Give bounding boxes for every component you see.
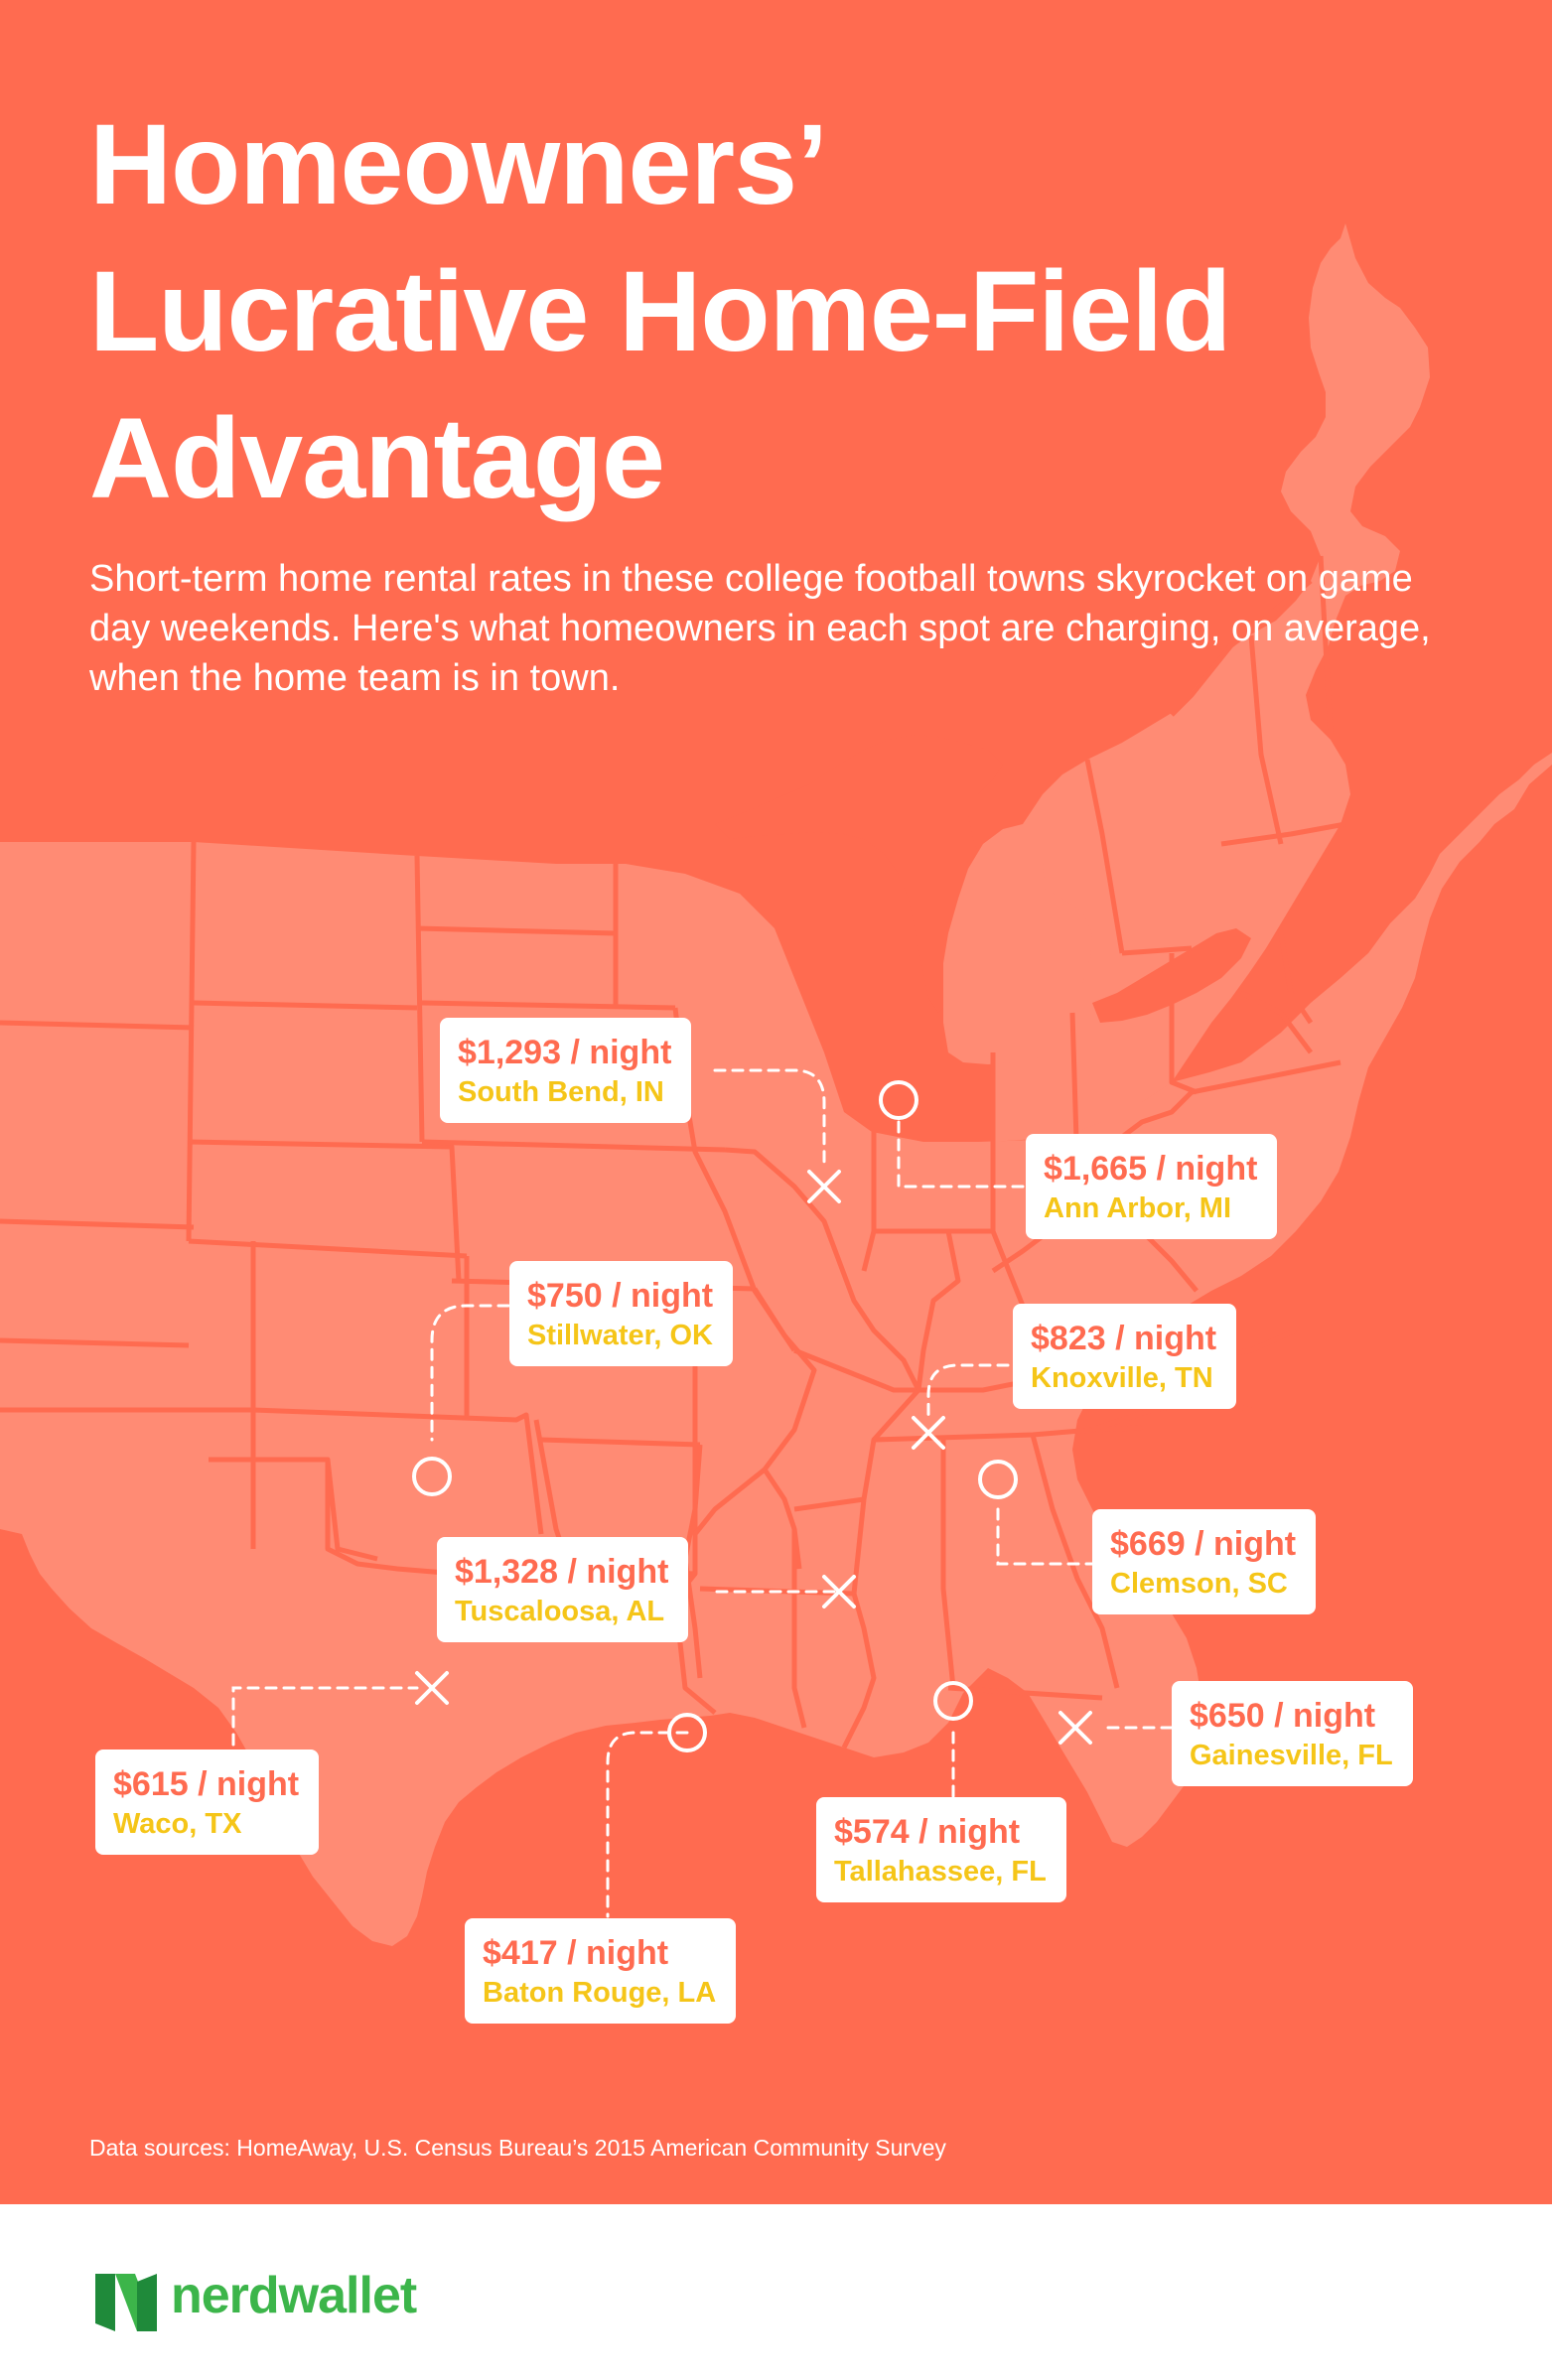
callout-price: $574 / night: [834, 1813, 1021, 1851]
callout-waco: $615 / night Waco, TX: [95, 1750, 320, 1855]
callout-city: Baton Rouge, LA: [483, 1977, 717, 2009]
gainesville-x-marker-icon: [1058, 1711, 1092, 1745]
callout-city: Gainesville, FL: [1190, 1740, 1393, 1771]
callout-price: $823 / night: [1031, 1320, 1217, 1357]
callout-price: $1,293 / night: [458, 1034, 672, 1071]
callout-gainesville: $650 / night Gainesville, FL: [1172, 1681, 1413, 1786]
callout-tuscaloosa: $1,328 / night Tuscaloosa, AL: [437, 1537, 689, 1642]
subtitle: Short-term home rental rates in these co…: [89, 558, 1431, 699]
nerdwallet-n-icon: [95, 2274, 157, 2331]
callout-stillwater: $750 / night Stillwater, OK: [509, 1261, 734, 1366]
callout-city: Waco, TX: [113, 1808, 242, 1840]
data-sources: Data sources: HomeAway, U.S. Census Bure…: [89, 2135, 946, 2161]
callout-city: South Bend, IN: [458, 1076, 664, 1108]
title-line-2: Lucrative Home-Field: [89, 248, 1231, 375]
great-lakes-cutout: [715, 735, 1003, 1013]
callout-knoxville: $823 / night Knoxville, TN: [1013, 1304, 1237, 1409]
south-bend-x-marker-icon: [807, 1170, 841, 1203]
callout-price: $615 / night: [113, 1765, 300, 1803]
map-connectors: [231, 1068, 1174, 1918]
tallahassee-circle-marker-icon: [933, 1681, 973, 1721]
callout-ann-arbor: $1,665 / night Ann Arbor, MI: [1026, 1134, 1278, 1239]
callout-city: Tuscaloosa, AL: [455, 1596, 665, 1627]
footer: [0, 2204, 1552, 2380]
stillwater-circle-marker-icon: [412, 1457, 452, 1496]
callout-city: Clemson, SC: [1110, 1568, 1288, 1600]
callout-city: Stillwater, OK: [527, 1320, 713, 1351]
callout-tallahassee: $574 / night Tallahassee, FL: [816, 1797, 1066, 1902]
callout-price: $1,328 / night: [455, 1553, 669, 1591]
northeast-land: [993, 223, 1430, 1142]
callout-clemson: $669 / night Clemson, SC: [1092, 1509, 1317, 1614]
map-markers: [412, 1080, 1092, 1752]
knoxville-x-marker-icon: [912, 1416, 945, 1450]
tuscaloosa-x-marker-icon: [822, 1575, 856, 1609]
michigan-peninsula: [943, 824, 1092, 1064]
clemson-circle-marker-icon: [978, 1460, 1018, 1499]
title-line-1: Homeowners’: [89, 101, 828, 228]
infographic-poster: Homeowners’ Lucrative Home-Field Advanta…: [0, 0, 1552, 2204]
callout-city: Ann Arbor, MI: [1044, 1192, 1232, 1224]
callout-price: $650 / night: [1190, 1697, 1376, 1735]
callout-city: Tallahassee, FL: [834, 1856, 1047, 1888]
callout-price: $1,665 / night: [1044, 1150, 1258, 1188]
baton-rouge-circle-marker-icon: [667, 1713, 707, 1752]
ann-arbor-circle-marker-icon: [879, 1080, 918, 1120]
waco-x-marker-icon: [415, 1671, 449, 1705]
us-land: [0, 753, 1552, 1946]
callout-price: $417 / night: [483, 1934, 669, 1972]
title-line-3: Advantage: [89, 395, 665, 522]
callout-city: Knoxville, TN: [1031, 1362, 1213, 1394]
callout-south-bend: $1,293 / night South Bend, IN: [440, 1018, 692, 1123]
page-title: Homeowners’ Lucrative Home-Field Advanta…: [89, 91, 1480, 532]
callout-baton-rouge: $417 / night Baton Rouge, LA: [465, 1918, 737, 2024]
nerdwallet-logo-text: nerdwallet: [171, 2267, 417, 2324]
callout-price: $669 / night: [1110, 1525, 1297, 1563]
callout-price: $750 / night: [527, 1277, 714, 1315]
